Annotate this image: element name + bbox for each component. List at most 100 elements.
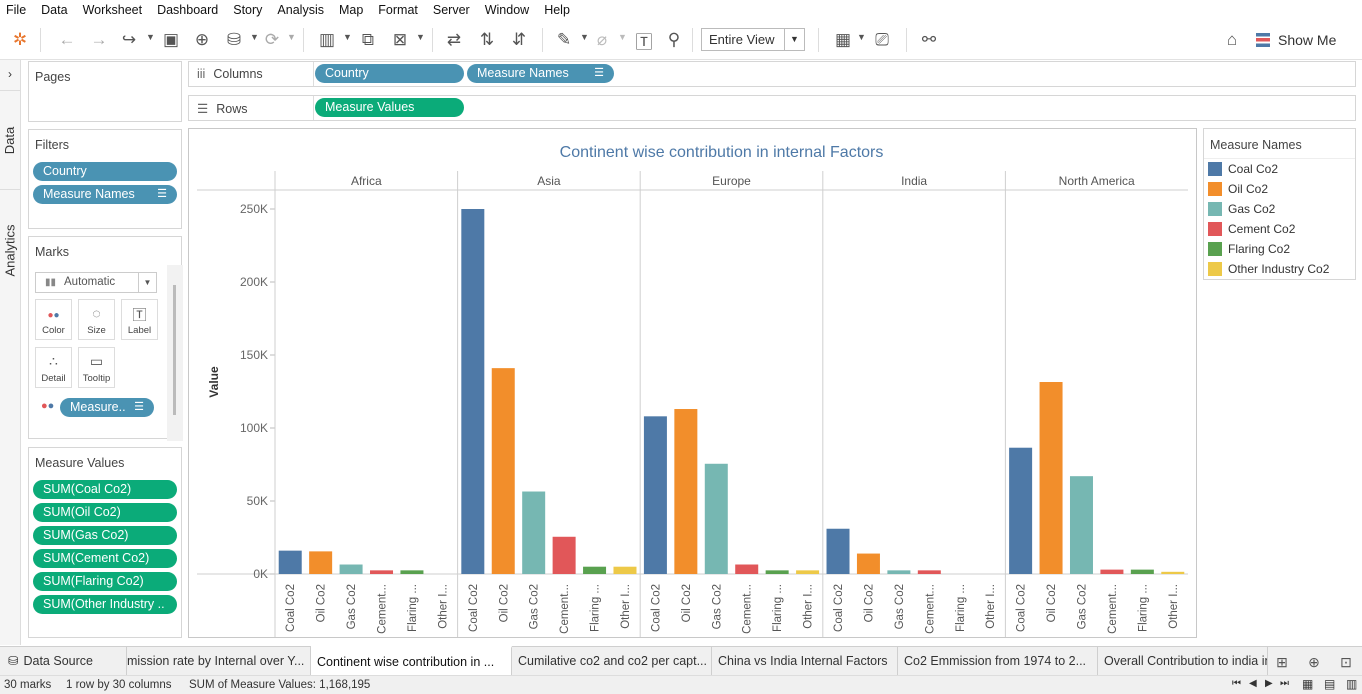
show-sheet-sorter-icon[interactable]: ▤ bbox=[1324, 677, 1336, 691]
rows-pill-measure-values[interactable]: Measure Values bbox=[315, 98, 464, 117]
swap-rows-columns-icon[interactable]: ⇄ bbox=[446, 30, 462, 49]
menu-worksheet[interactable]: Worksheet bbox=[82, 3, 143, 17]
menu-file[interactable]: File bbox=[6, 3, 27, 17]
new-dashboard-tab-icon[interactable]: ⊕ bbox=[1308, 653, 1320, 670]
tab-sheet[interactable]: Cumilative co2 and co2 per capt... bbox=[512, 647, 712, 676]
measure-values-card[interactable]: Measure Values SUM(Coal Co2) SUM(Oil Co2… bbox=[28, 447, 182, 638]
next-page-icon[interactable]: ▶ bbox=[1265, 678, 1273, 689]
show-filmstrip-icon[interactable]: ▦ bbox=[1302, 677, 1314, 691]
detail-button[interactable]: ∴ Detail bbox=[35, 347, 72, 388]
show-cards-dropdown-icon[interactable]: ▼ bbox=[857, 32, 866, 42]
new-data-source-icon[interactable]: ⊕ bbox=[194, 30, 210, 49]
menu-story[interactable]: Story bbox=[233, 3, 263, 17]
refresh-dropdown-icon[interactable]: ▼ bbox=[287, 32, 296, 42]
legend-item-other-industry[interactable]: Other Industry Co2 bbox=[1208, 261, 1329, 277]
sort-ascending-icon[interactable]: ⇅ bbox=[479, 30, 495, 49]
last-page-icon[interactable]: ⏭ bbox=[1280, 678, 1289, 689]
tab-data[interactable]: Data bbox=[0, 90, 20, 190]
measure-pill[interactable]: SUM(Cement Co2) bbox=[33, 549, 177, 568]
sort-descending-icon[interactable]: ⇵ bbox=[511, 30, 527, 49]
show-me-button[interactable]: Show Me bbox=[1256, 28, 1336, 52]
measure-pill[interactable]: SUM(Oil Co2) bbox=[33, 503, 177, 522]
share-icon[interactable]: ⚯ bbox=[921, 30, 937, 49]
expand-panel-icon[interactable]: › bbox=[8, 67, 12, 81]
color-legend[interactable]: Measure Names Coal Co2 Oil Co2 Gas Co2 C… bbox=[1203, 128, 1356, 280]
menu-map[interactable]: Map bbox=[338, 3, 364, 17]
columns-pill-measure-names[interactable]: Measure Names ☰ bbox=[467, 64, 614, 83]
measure-pill[interactable]: SUM(Flaring Co2) bbox=[33, 572, 177, 591]
highlight-dropdown-icon[interactable]: ▼ bbox=[580, 32, 589, 42]
fit-view-select[interactable]: Entire View ▼ bbox=[701, 28, 805, 51]
bar-asia-3 bbox=[552, 536, 576, 574]
presentation-mode-icon[interactable]: ⎚ bbox=[875, 30, 889, 49]
tab-analytics[interactable]: Analytics bbox=[0, 195, 20, 305]
tab-sheet[interactable]: Co2 Emmission from 1974 to 2... bbox=[898, 647, 1098, 676]
fix-axes-icon[interactable]: ⚲ bbox=[667, 30, 681, 49]
marks-scrollbar[interactable] bbox=[167, 265, 183, 441]
filters-card[interactable]: Filters Country Measure Names ☰ bbox=[28, 129, 182, 229]
menu-data[interactable]: Data bbox=[41, 3, 68, 17]
save-icon[interactable]: ▣ bbox=[162, 30, 180, 49]
columns-pill-country[interactable]: Country bbox=[315, 64, 464, 83]
color-button[interactable]: ●● Color bbox=[35, 299, 72, 340]
replay-icon[interactable]: ↪ bbox=[121, 30, 137, 49]
format-painter-icon[interactable]: ⌂ bbox=[1226, 30, 1238, 49]
tab-sheet[interactable]: mission rate by Internal over Y... bbox=[127, 647, 311, 676]
new-worksheet-icon[interactable]: ▥ bbox=[318, 30, 336, 49]
new-worksheet-tab-icon[interactable]: ⊞ bbox=[1276, 653, 1288, 670]
marks-card[interactable]: Marks ▮▮ Automatic ▼ ●● Color ◌ Size 🅃 L… bbox=[28, 236, 183, 441]
tab-sheet-active[interactable]: Continent wise contribution in ... bbox=[311, 646, 512, 676]
filter-pill-country[interactable]: Country bbox=[33, 162, 177, 181]
legend-item-oil[interactable]: Oil Co2 bbox=[1208, 181, 1268, 197]
tab-data-source[interactable]: ⛁ Data Source bbox=[0, 647, 127, 676]
rows-pill-label: Measure Values bbox=[325, 100, 415, 114]
new-worksheet-dropdown-icon[interactable]: ▼ bbox=[343, 32, 352, 42]
filter-pill-measure-names[interactable]: Measure Names ☰ bbox=[33, 185, 177, 204]
pages-card[interactable]: Pages bbox=[28, 61, 182, 122]
new-story-tab-icon[interactable]: ⊡ bbox=[1340, 653, 1352, 670]
menu-dashboard[interactable]: Dashboard bbox=[157, 3, 219, 17]
data-dropdown-icon[interactable]: ▼ bbox=[250, 32, 259, 42]
tooltip-button[interactable]: ▭ Tooltip bbox=[78, 347, 115, 388]
label-button[interactable]: 🅃 Label bbox=[121, 299, 158, 340]
legend-item-coal[interactable]: Coal Co2 bbox=[1208, 161, 1278, 177]
first-page-icon[interactable]: ⏮ bbox=[1232, 678, 1241, 689]
clear-dropdown-icon[interactable]: ▼ bbox=[416, 32, 425, 42]
prev-page-icon[interactable]: ◀ bbox=[1249, 678, 1257, 689]
highlight-icon[interactable]: ✎ bbox=[556, 30, 572, 49]
columns-shelf[interactable]: iii Columns Country Measure Names ☰ bbox=[188, 61, 1356, 87]
menu-window[interactable]: Window bbox=[484, 3, 530, 17]
replay-dropdown-icon[interactable]: ▼ bbox=[146, 32, 155, 42]
show-cards-icon[interactable]: ▦ bbox=[834, 30, 852, 49]
legend-item-flaring[interactable]: Flaring Co2 bbox=[1208, 241, 1290, 257]
undo-icon[interactable]: ← bbox=[58, 30, 76, 49]
legend-item-gas[interactable]: Gas Co2 bbox=[1208, 201, 1275, 217]
size-button[interactable]: ◌ Size bbox=[78, 299, 115, 340]
clear-sheet-icon[interactable]: ⊠ bbox=[392, 30, 408, 49]
refresh-icon[interactable]: ⟳ bbox=[264, 30, 280, 49]
measure-pill[interactable]: SUM(Coal Co2) bbox=[33, 480, 177, 499]
tableau-logo-icon[interactable]: ✲ bbox=[12, 30, 28, 49]
rows-shelf[interactable]: ☰ Rows Measure Values bbox=[188, 95, 1356, 121]
legend-item-cement[interactable]: Cement Co2 bbox=[1208, 221, 1295, 237]
status-dims: 1 row by 30 columns bbox=[66, 679, 172, 691]
group-members-icon[interactable]: ⌀ bbox=[596, 30, 608, 49]
legend-title: Measure Names bbox=[1204, 129, 1355, 159]
pause-updates-icon[interactable]: ⛁ bbox=[226, 30, 242, 49]
measure-pill[interactable]: SUM(Other Industry .. bbox=[33, 595, 177, 614]
marks-pill-measure-names[interactable]: Measure.. ☰ bbox=[60, 398, 154, 417]
mark-type-select[interactable]: ▮▮ Automatic ▼ bbox=[35, 272, 157, 293]
duplicate-sheet-icon[interactable]: ⧉ bbox=[361, 30, 375, 49]
redo-icon[interactable]: → bbox=[90, 30, 108, 49]
tab-sheet[interactable]: China vs India Internal Factors bbox=[712, 647, 898, 676]
menu-server[interactable]: Server bbox=[432, 3, 470, 17]
measure-pill[interactable]: SUM(Gas Co2) bbox=[33, 526, 177, 545]
show-labels-icon[interactable]: 🅃 bbox=[635, 32, 653, 52]
group-dropdown-icon[interactable]: ▼ bbox=[618, 32, 627, 42]
menu-format[interactable]: Format bbox=[378, 3, 418, 17]
menu-help[interactable]: Help bbox=[544, 3, 570, 17]
menu-analysis[interactable]: Analysis bbox=[277, 3, 324, 17]
show-tabs-icon[interactable]: ▥ bbox=[1346, 677, 1358, 691]
tab-sheet[interactable]: Overall Contribution to india in bbox=[1098, 647, 1268, 676]
chart-view[interactable]: Continent wise contribution in internal … bbox=[188, 128, 1197, 638]
